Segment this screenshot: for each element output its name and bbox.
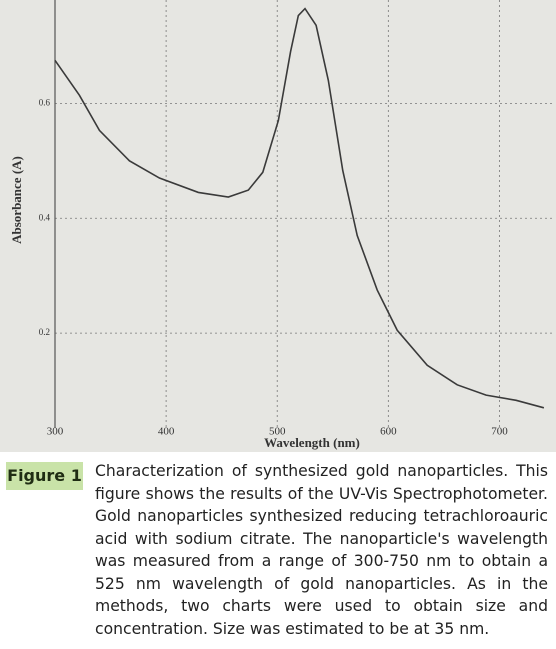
figure-caption: Characterization of synthesized gold nan… [95, 462, 548, 638]
chart-background [0, 0, 556, 452]
x-tick-label: 600 [380, 426, 397, 438]
y-tick-label: 0.4 [39, 212, 51, 222]
x-tick-label: 300 [47, 426, 64, 438]
spectrum-line [54, 7, 545, 409]
x-tick-label: 400 [158, 426, 175, 438]
x-tick-label: 700 [491, 426, 508, 438]
x-axis-label: Wavelength (nm) [264, 435, 360, 450]
figure-label: Figure 1 [6, 462, 83, 490]
y-tick-label: 0.6 [39, 97, 51, 107]
x-tick-label: 500 [269, 426, 286, 438]
chart: Absorbance (A) Wavelength (nm) 0.2 0.4 0.6… [0, 0, 556, 452]
y-tick-label: 0.2 [39, 327, 50, 337]
y-axis-label: Absorbance (A) [9, 156, 24, 244]
